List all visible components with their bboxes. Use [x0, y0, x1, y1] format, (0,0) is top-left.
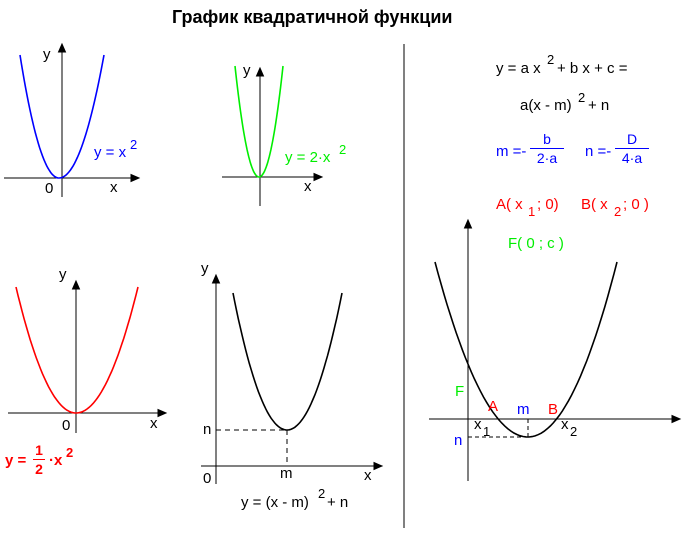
graph3-fraction-bar	[33, 459, 45, 460]
m-formula-lhs: m =-	[496, 143, 527, 160]
graph5-f-label: F	[455, 383, 465, 400]
vertex-formula-lhs: a(x - m)	[520, 97, 572, 114]
graph2-parabola	[234, 65, 284, 178]
graph1-origin-label: 0	[45, 180, 54, 197]
page-title: График квадратичной функции	[172, 7, 453, 27]
graph2-equation-exponent: 2	[339, 142, 347, 157]
n-formula-denominator: 4·a	[621, 150, 643, 166]
graph2-equation-main: y = 2·x	[285, 149, 331, 166]
graph5-axes	[429, 218, 682, 481]
graph5-x1-main: x	[474, 416, 482, 433]
point-a-subscript: 1	[528, 204, 536, 219]
point-b-rest: ; 0 )	[623, 196, 649, 213]
graph5-guides	[468, 419, 529, 438]
graph3-fraction-numerator: 1	[35, 442, 43, 458]
graph2-x-axis-label: x	[304, 178, 312, 195]
graph2-y-axis-label: y	[243, 62, 251, 79]
graph5-x2-main: x	[561, 416, 569, 433]
graph3-parabola	[15, 286, 139, 414]
graph1-axes	[4, 42, 141, 197]
n-formula-lhs: n =-	[585, 143, 612, 160]
general-formula-rhs: + b x + c =	[557, 60, 628, 77]
graph3-equation-exponent: 2	[66, 445, 74, 460]
graph2-axes	[222, 66, 324, 206]
graph4-n-label: n	[203, 421, 212, 438]
m-formula-numerator: b	[543, 131, 551, 147]
graph4-guides	[216, 429, 288, 466]
graph3-fraction-denominator: 2	[35, 461, 43, 477]
graph4-x-axis-label: x	[364, 467, 372, 484]
graph1-x-axis-label: x	[110, 179, 118, 196]
graph1-equation-main: y = x	[94, 144, 127, 161]
graph5-m-label: m	[517, 401, 530, 418]
graph1-y-axis-label: y	[43, 46, 51, 63]
graph3-axes	[8, 279, 168, 433]
n-formula-numerator: D	[626, 131, 638, 147]
graph5-x2-subscript: 2	[570, 424, 578, 439]
general-formula-lhs: y = a x	[496, 60, 541, 77]
vertex-formula-exponent: 2	[578, 90, 586, 105]
vertex-formula-rhs: + n	[588, 97, 610, 114]
graph1-equation-exponent: 2	[130, 137, 138, 152]
point-b-main: B( x	[581, 196, 608, 213]
general-formula-exponent: 2	[547, 52, 555, 67]
graph3-y-axis-label: y	[59, 266, 67, 283]
point-f-formula: F( 0 ; c )	[508, 235, 564, 252]
graph5-x1-subscript: 1	[483, 424, 491, 439]
m-formula-denominator: 2·a	[536, 150, 558, 166]
n-formula-fraction: D 4·a	[615, 132, 649, 165]
graph4-equation-rhs: + n	[327, 494, 349, 511]
graph4-y-axis-label: y	[201, 260, 209, 277]
graph3-fraction: 1 2	[33, 443, 45, 476]
graph5-a-label: A	[488, 398, 499, 415]
graph5-n-label: n	[454, 432, 463, 449]
graph5-b-label: B	[548, 401, 559, 418]
graph4-axes	[201, 273, 384, 484]
graph4-equation-exponent: 2	[318, 486, 326, 501]
graph3-origin-label: 0	[62, 417, 71, 434]
graph3-equation-lhs: y =	[5, 452, 27, 469]
m-formula-fraction: b 2·a	[530, 132, 564, 165]
m-formula-bar	[530, 148, 564, 149]
graph4-equation-lhs: y = (x - m)	[241, 494, 309, 511]
graph3-equation-rhs: ·x	[49, 452, 63, 469]
graph4-parabola	[232, 292, 343, 431]
point-a-rest: ; 0)	[537, 196, 559, 213]
point-a-main: A( x	[496, 196, 523, 213]
graph3-x-axis-label: x	[150, 415, 158, 432]
graph4-m-label: m	[280, 465, 293, 482]
point-b-subscript: 2	[614, 204, 622, 219]
graph1-parabola	[19, 54, 105, 179]
n-formula-bar	[615, 148, 649, 149]
graph4-origin-label: 0	[203, 470, 212, 487]
